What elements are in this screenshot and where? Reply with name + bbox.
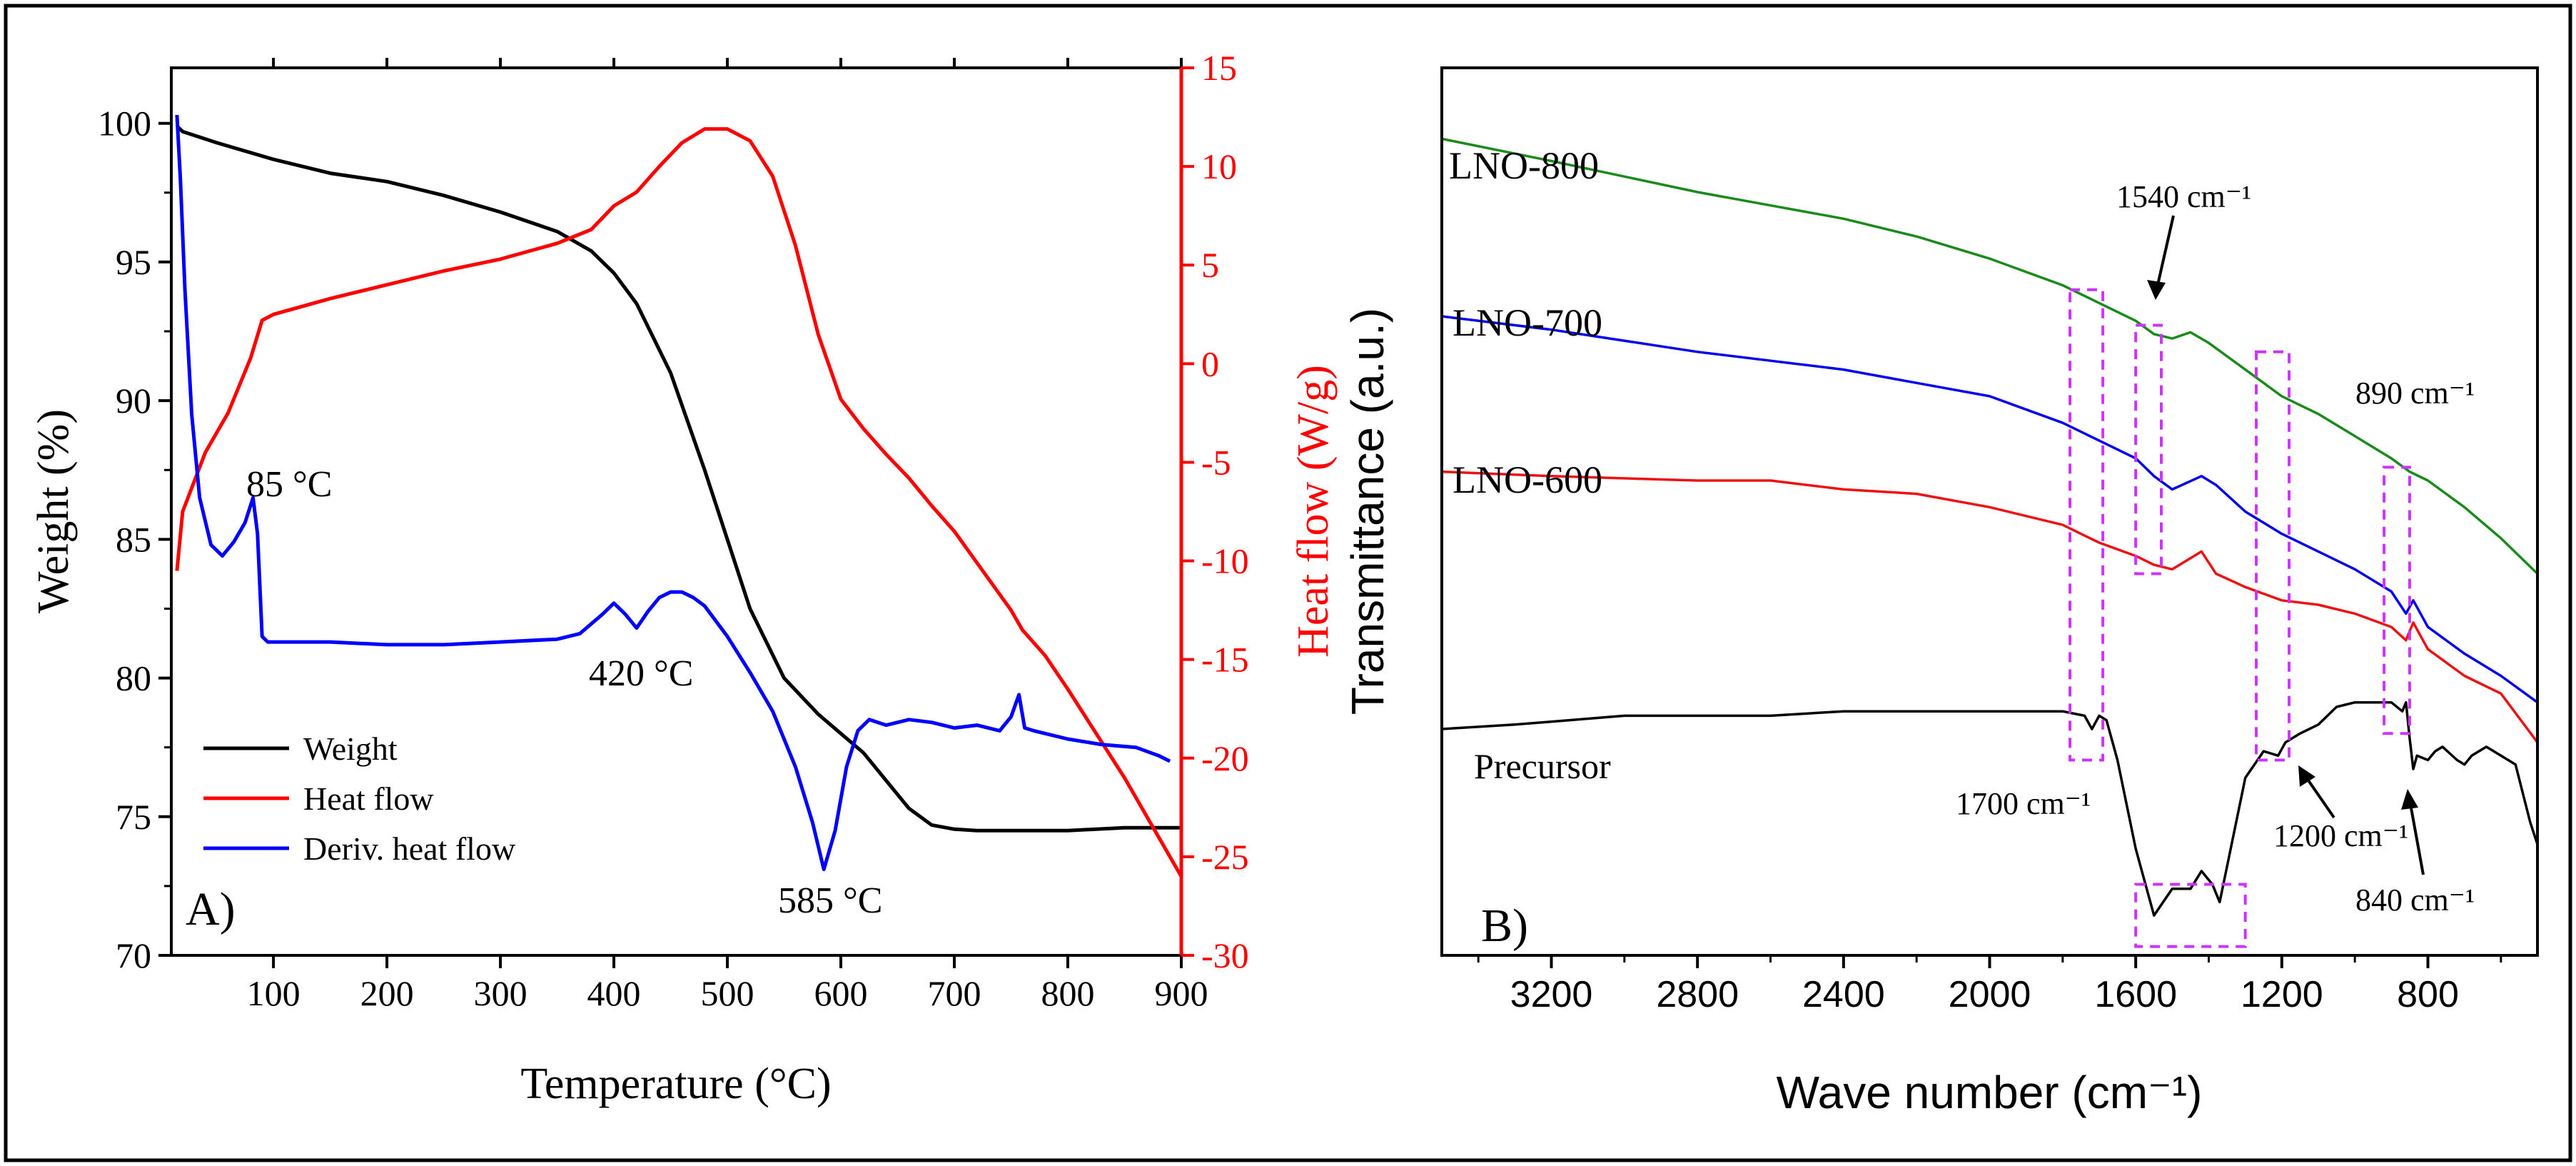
highlight-box-3 [2255, 350, 2291, 762]
panel-b-x-ticks: 3200 2800 2400 2000 1600 1200 800 [1477, 955, 2502, 1015]
legend-label-heat-flow: Heat flow [303, 780, 434, 817]
y-tick-label-95: 95 [116, 242, 151, 282]
x-tick-label-3200: 3200 [1510, 974, 1593, 1015]
series-label-lno-600: LNO-600 [1453, 458, 1602, 501]
y2-tick-label--20: -20 [1201, 738, 1249, 778]
x-tick-label-800: 800 [2397, 974, 2459, 1015]
x-tick-label-2400: 2400 [1802, 974, 1885, 1015]
y2-tick-label--15: -15 [1201, 640, 1249, 680]
panel-b-highlight-boxes [2069, 288, 2411, 948]
highlight-box-5 [2134, 883, 2247, 948]
panel-b-annotations: 1540 cm⁻¹ 890 cm⁻¹ 1700 cm⁻¹ 1200 cm⁻¹ 8… [1956, 179, 2475, 918]
y-tick-label-85: 85 [116, 519, 151, 559]
x-tick-label-2800: 2800 [1656, 974, 1739, 1015]
series-line-weight [176, 124, 1181, 833]
arrowhead-840 [2401, 789, 2418, 810]
annotation-890: 890 cm⁻¹ [2355, 376, 2475, 411]
x-tick-label-200: 200 [360, 973, 414, 1013]
arrow-840 [2408, 795, 2425, 875]
panel-a-x-axis-label: Temperature (°C) [520, 1060, 831, 1108]
panel-b: 3200 2800 2400 2000 1600 1200 800 Wave number … [1342, 66, 2539, 1118]
highlight-box-4 [2383, 466, 2411, 735]
panel-a-letter: A) [186, 883, 236, 935]
y2-tick-label--5: -5 [1201, 442, 1231, 482]
y2-tick-label-10: 10 [1201, 146, 1237, 186]
y-tick-label-80: 80 [116, 658, 151, 698]
series-line-heat-flow [175, 127, 1183, 878]
x-tick-label-500: 500 [701, 973, 754, 1013]
arrowhead-1200 [2298, 765, 2315, 787]
annotation-420c: 420 °C [589, 653, 693, 694]
y2-tick-label--30: -30 [1201, 935, 1249, 975]
x-tick-label-800: 800 [1041, 973, 1095, 1013]
y2-tick-label-5: 5 [1201, 245, 1219, 285]
x-tick-label-700: 700 [928, 973, 981, 1013]
x-tick-label-100: 100 [247, 973, 300, 1013]
y-tick-label-75: 75 [116, 797, 151, 837]
series-line-lno-600 [1441, 470, 2539, 743]
panel-b-series-labels: LNO-800 LNO-700 LNO-600 Precursor [1449, 144, 1611, 786]
panel-a-series [175, 114, 1183, 878]
panel-a: 100 200 300 400 500 600 700 800 900 707580859095… [29, 48, 1338, 1108]
annotation-840: 840 cm⁻¹ [2355, 883, 2475, 918]
x-tick-label-900: 900 [1155, 973, 1208, 1013]
arrow-1540 [2154, 215, 2175, 295]
legend-label-deriv-heat-flow: Deriv. heat flow [303, 830, 516, 867]
annotation-85c: 85 °C [246, 464, 332, 505]
panel-b-x-axis-label: Wave number (cm⁻¹) [1777, 1067, 2203, 1118]
y-tick-label-90: 90 [116, 381, 151, 421]
annotation-1540: 1540 cm⁻¹ [2116, 179, 2251, 214]
y-tick-label-70: 70 [116, 935, 151, 975]
legend-label-weight: Weight [303, 730, 398, 767]
x-tick-label-400: 400 [587, 973, 641, 1013]
panel-a-y2-ticks: -30 -25 -20 -15 -10 -5 0 5 10 15 [1179, 48, 1249, 975]
panel-b-series [1441, 137, 2539, 917]
series-line-deriv-heat-flow [175, 114, 1171, 872]
panel-a-annotations: 85 °C 420 °C 585 °C [246, 464, 882, 921]
series-label-lno-800: LNO-800 [1449, 144, 1599, 187]
series-label-precursor: Precursor [1474, 746, 1611, 786]
panel-a-y-axis-label: Weight (%) [29, 409, 78, 613]
series-line-precursor [1441, 700, 2539, 917]
y2-tick-label-0: 0 [1201, 343, 1219, 383]
annotation-585c: 585 °C [778, 880, 882, 921]
x-tick-label-1600: 1600 [2094, 974, 2177, 1015]
panel-a-y2-axis-label: Heat flow (W/g) [1289, 365, 1338, 658]
arrowhead-1540 [2147, 280, 2166, 300]
annotation-1200: 1200 cm⁻¹ [2273, 818, 2408, 853]
series-label-lno-700: LNO-700 [1453, 301, 1602, 344]
highlight-box-1 [2069, 288, 2105, 762]
panel-a-x-ticks: 100 200 300 400 500 600 700 800 900 [247, 58, 1208, 1013]
y2-tick-label-15: 15 [1201, 48, 1237, 88]
x-tick-label-300: 300 [474, 973, 527, 1013]
y2-tick-label--25: -25 [1201, 837, 1249, 877]
x-tick-label-600: 600 [814, 973, 868, 1013]
x-tick-label-2000: 2000 [1949, 974, 2031, 1015]
series-line-lno-800 [1441, 137, 2539, 575]
series-line-lno-700 [1441, 315, 2539, 704]
panel-a-legend: Weight Heat flow Deriv. heat flow [203, 730, 516, 867]
y-tick-label-100: 100 [98, 104, 151, 144]
panel-a-y-ticks: 70 75 80 85 90 95 100 [98, 104, 171, 975]
annotation-1700: 1700 cm⁻¹ [1956, 786, 2091, 821]
panel-b-letter: B) [1481, 900, 1528, 952]
figure-border [4, 4, 2572, 1162]
x-tick-label-1200: 1200 [2241, 974, 2323, 1015]
panel-b-y-axis-label: Transmittance (a.u.) [1342, 308, 1393, 715]
y2-tick-label--10: -10 [1201, 541, 1249, 581]
